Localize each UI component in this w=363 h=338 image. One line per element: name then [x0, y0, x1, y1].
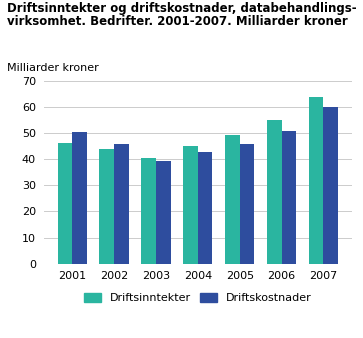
Bar	[114, 144, 129, 264]
Bar	[225, 135, 240, 264]
Text: virksomhet. Bedrifter. 2001-2007. Milliarder kroner: virksomhet. Bedrifter. 2001-2007. Millia…	[7, 15, 348, 28]
Bar	[99, 149, 114, 264]
Bar	[323, 107, 338, 264]
Bar	[282, 131, 296, 264]
Bar	[267, 120, 282, 264]
Legend: Driftsinntekter, Driftskostnader: Driftsinntekter, Driftskostnader	[85, 293, 311, 304]
Text: Driftsinntekter og driftskostnader, databehandlings-: Driftsinntekter og driftskostnader, data…	[7, 2, 357, 15]
Bar	[72, 132, 87, 264]
Bar	[309, 97, 323, 264]
Text: Milliarder kroner: Milliarder kroner	[7, 63, 99, 73]
Bar	[58, 143, 72, 264]
Bar	[141, 158, 156, 264]
Bar	[156, 161, 171, 264]
Bar	[198, 151, 212, 264]
Bar	[240, 144, 254, 264]
Bar	[183, 146, 198, 264]
